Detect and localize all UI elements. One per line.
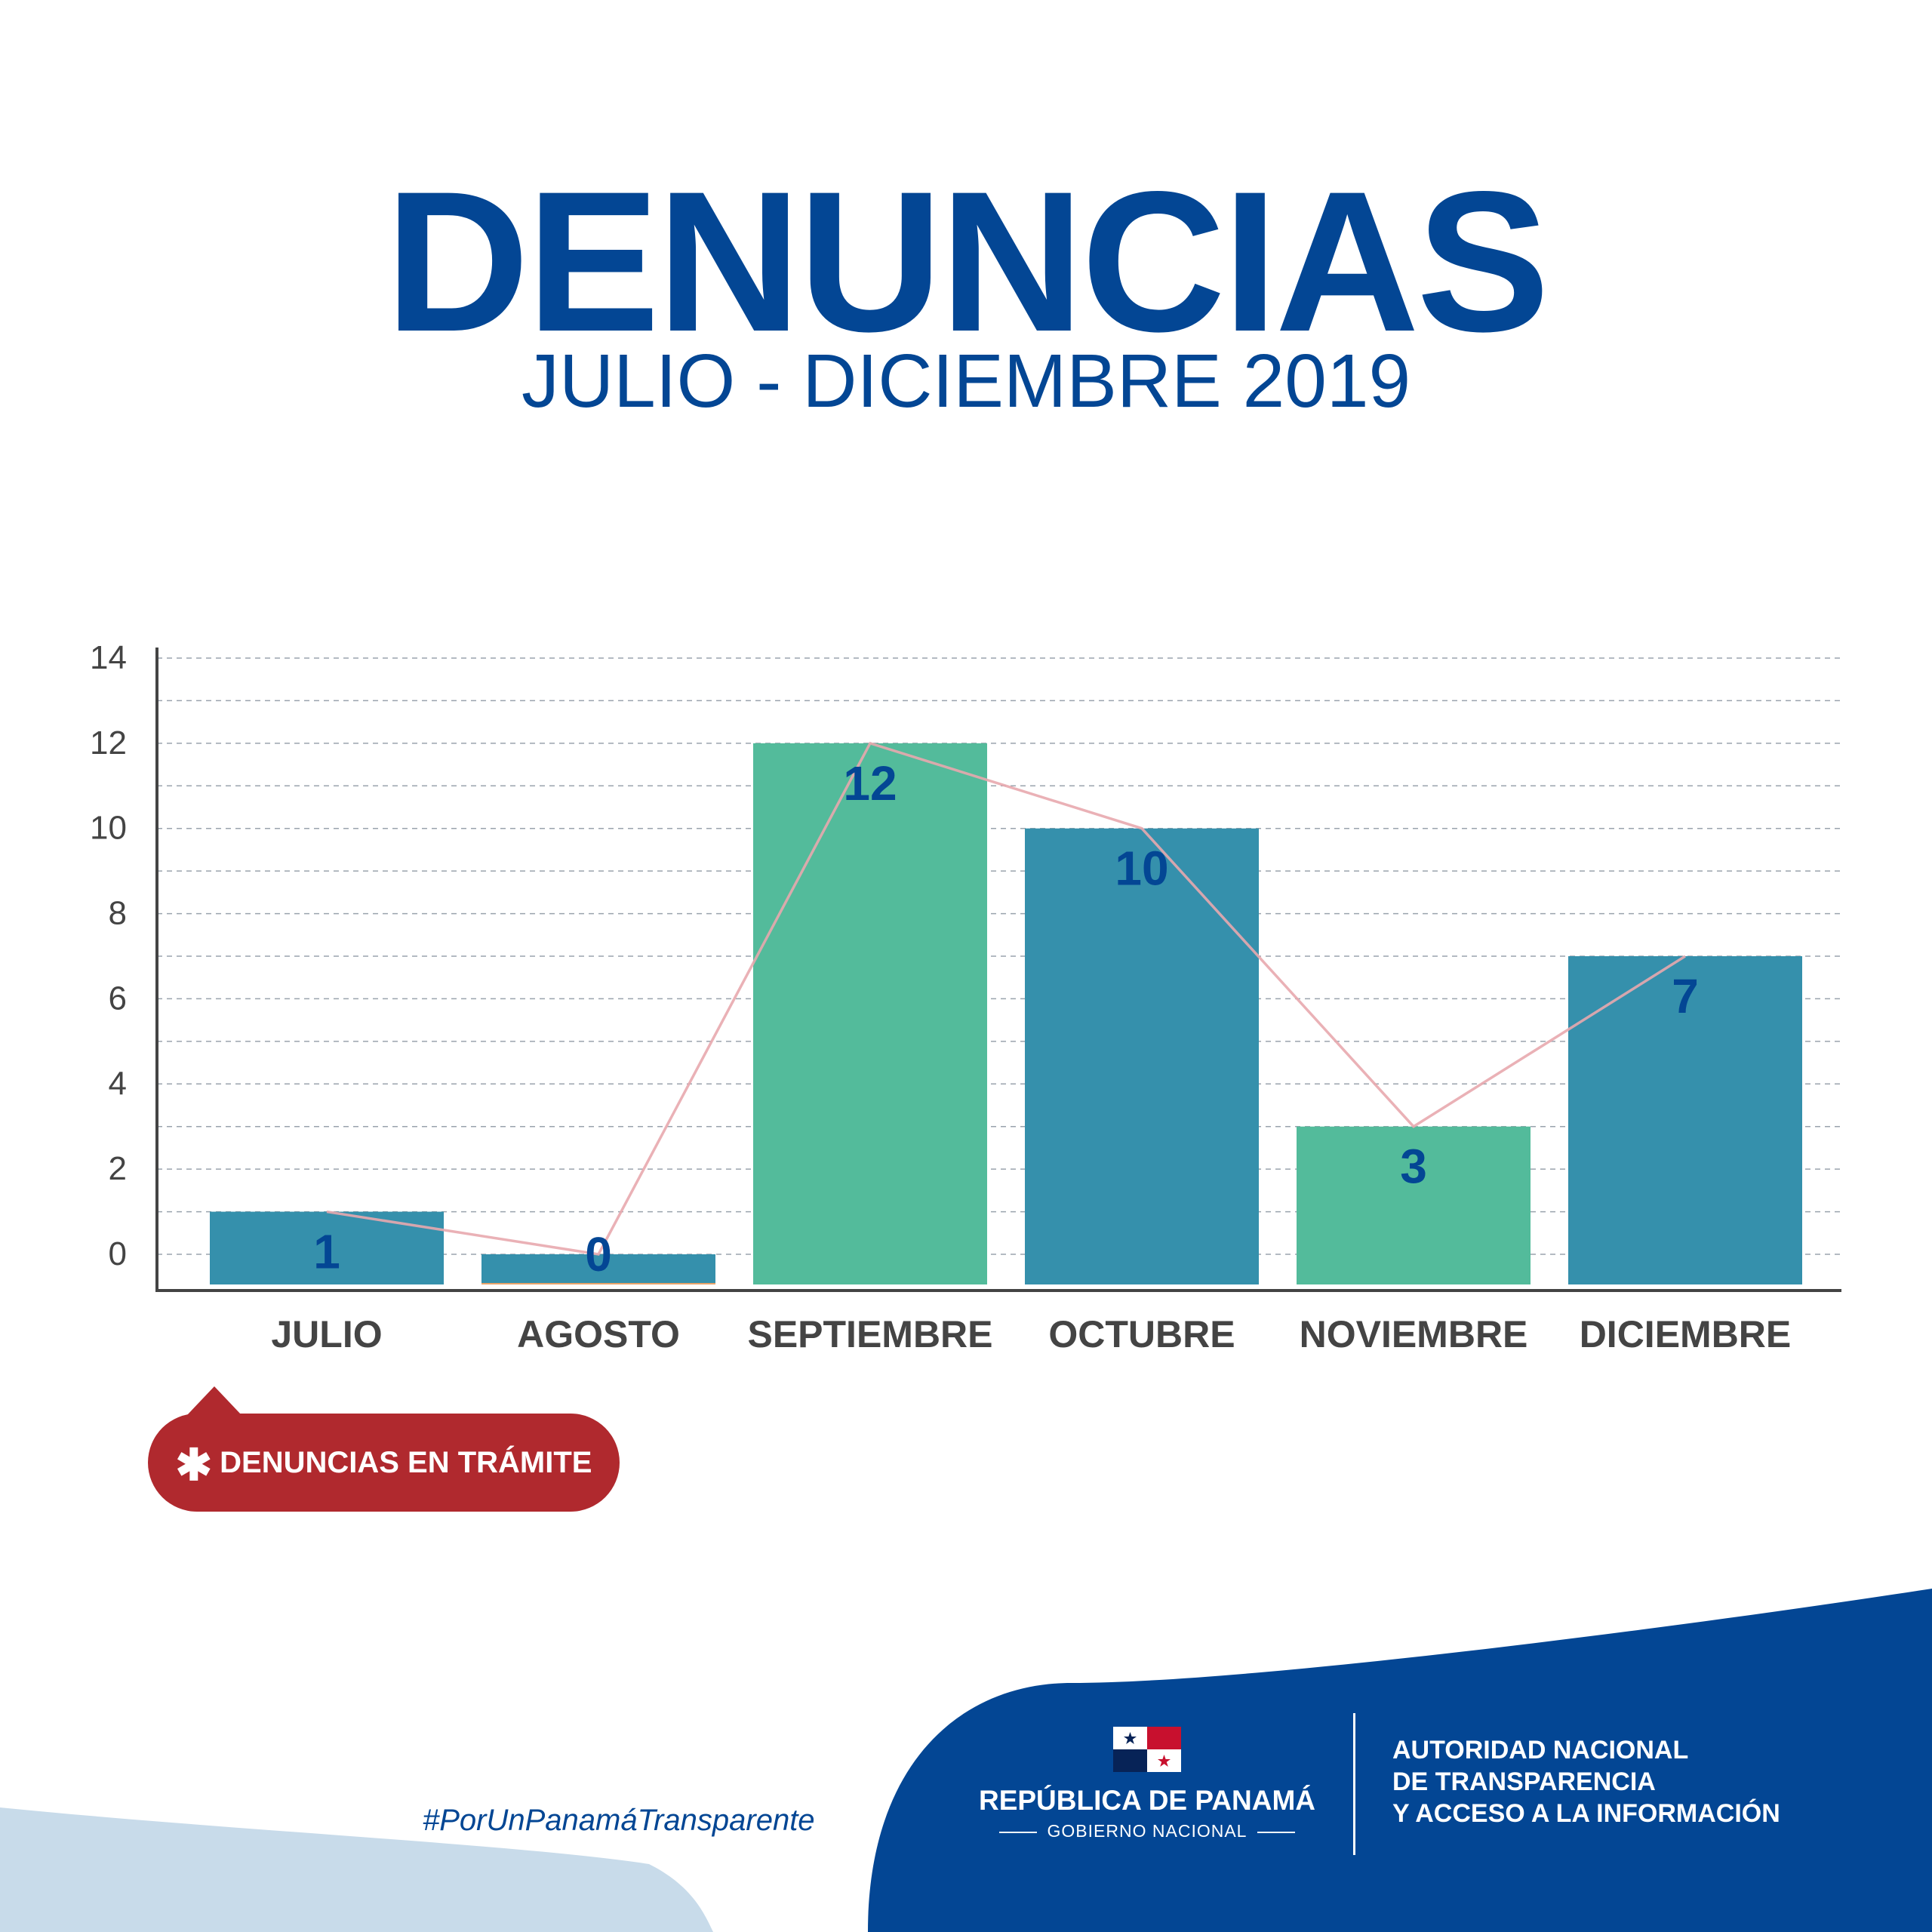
y-tick-label: 12 <box>90 724 127 761</box>
agency-line-1: AUTORIDAD NACIONAL <box>1392 1736 1689 1764</box>
x-category-label: OCTUBRE <box>1048 1313 1235 1355</box>
hashtag: #PorUnPanamáTransparente <box>423 1804 815 1837</box>
bar <box>1025 828 1259 1284</box>
agency-line-2: DE TRANSPARENCIA <box>1392 1767 1656 1796</box>
x-category-label: JULIO <box>271 1313 382 1355</box>
x-category-label: SEPTIEMBRE <box>747 1313 992 1355</box>
bar <box>1297 1126 1531 1284</box>
agency-line-3: Y ACCESO A LA INFORMACIÓN <box>1392 1799 1780 1828</box>
page-subtitle: JULIO - DICIEMBRE 2019 <box>521 339 1411 423</box>
data-label: 1 <box>313 1225 340 1279</box>
government-subtitle: GOBIERNO NACIONAL <box>974 1821 1321 1841</box>
data-label: 10 <box>1115 841 1168 896</box>
zero-bar-marker <box>481 1283 715 1284</box>
footer-divider <box>1353 1713 1355 1855</box>
page-title: DENUNCIAS <box>385 150 1549 374</box>
bar <box>753 743 987 1284</box>
bar <box>1568 956 1802 1284</box>
callout-label: DENUNCIAS EN TRÁMITE <box>220 1445 592 1479</box>
data-label: 7 <box>1672 969 1699 1023</box>
y-tick-label: 14 <box>90 639 127 676</box>
data-label: 3 <box>1400 1140 1427 1194</box>
x-category-label: NOVIEMBRE <box>1300 1313 1528 1355</box>
y-tick-label: 4 <box>109 1065 127 1102</box>
x-category-label: AGOSTO <box>517 1313 680 1355</box>
data-label: 12 <box>843 756 897 811</box>
y-tick-label: 2 <box>109 1150 127 1187</box>
blue-wave <box>868 1589 1932 1932</box>
bar <box>481 1254 715 1284</box>
y-tick-label: 6 <box>109 980 127 1017</box>
government-subtitle-text: GOBIERNO NACIONAL <box>1047 1821 1247 1841</box>
light-wave <box>0 1807 713 1932</box>
government-name: REPÚBLICA DE PANAMÁ <box>978 1785 1316 1816</box>
agency-name: AUTORIDAD NACIONAL DE TRANSPARENCIA Y AC… <box>1392 1734 1780 1829</box>
x-category-label: DICIEMBRE <box>1580 1313 1792 1355</box>
y-tick-label: 0 <box>109 1235 127 1272</box>
data-label: 0 <box>585 1227 612 1281</box>
panama-flag-icon <box>1113 1727 1181 1772</box>
asterisk-icon: ✱ <box>175 1441 213 1490</box>
denuncias-en-tramite-badge: ✱ DENUNCIAS EN TRÁMITE <box>148 1386 620 1512</box>
y-tick-label: 10 <box>90 810 127 847</box>
y-tick-label: 8 <box>109 895 127 932</box>
trend-line <box>326 741 1686 1256</box>
